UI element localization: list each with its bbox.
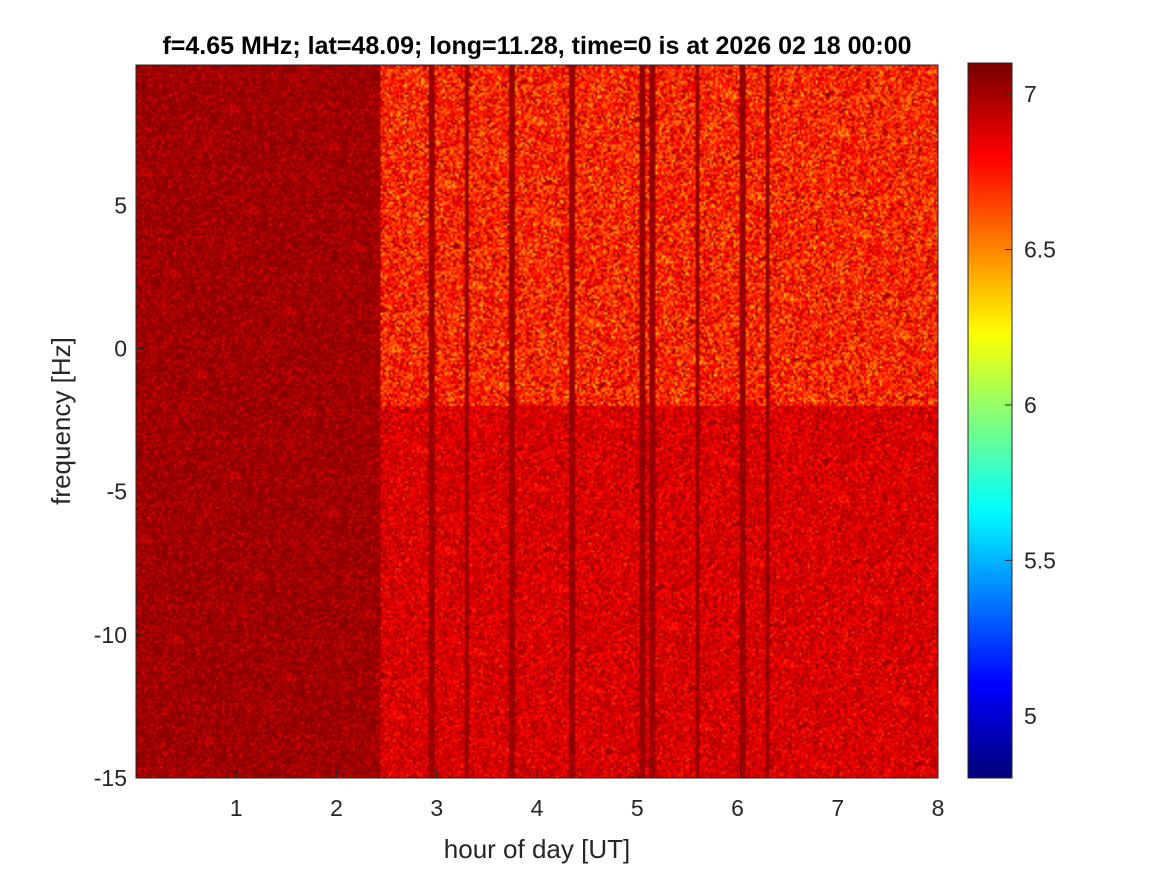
y-tick-label: -5 xyxy=(107,479,127,505)
colorbar: 7 6.5 6 5.5 5 xyxy=(967,62,1056,779)
x-tick-label: 4 xyxy=(531,795,544,821)
colorbar-tick-label: 7 xyxy=(1024,81,1037,107)
y-tick-label: -15 xyxy=(94,765,127,791)
colorbar-tick-label: 5.5 xyxy=(1024,547,1056,573)
x-tick-label: 6 xyxy=(731,795,744,821)
x-tick-label: 2 xyxy=(330,795,343,821)
x-tick-label: 1 xyxy=(230,795,243,821)
colorbar-frame xyxy=(967,62,1013,779)
y-tick-label: 0 xyxy=(114,335,127,361)
colorbar-tick-label: 6 xyxy=(1024,392,1037,418)
x-tick-label: 8 xyxy=(932,795,945,821)
y-tick-label: 5 xyxy=(114,192,127,218)
x-tick-label: 7 xyxy=(831,795,844,821)
colorbar-ticks: 7 6.5 6 5.5 5 xyxy=(1005,81,1056,729)
x-tick-label: 5 xyxy=(631,795,644,821)
y-axis-label: frequency [Hz] xyxy=(46,337,76,505)
plot-area xyxy=(135,64,939,779)
colorbar-gradient xyxy=(968,63,1012,778)
x-tick-label: 3 xyxy=(430,795,443,821)
chart-title: f=4.65 MHz; lat=48.09; long=11.28, time=… xyxy=(162,32,911,60)
y-axis: 5 0 -5 -10 -15 xyxy=(94,192,144,791)
x-axis: 1 2 3 4 5 6 7 8 xyxy=(230,770,945,821)
x-axis-label: hour of day [UT] xyxy=(444,834,630,864)
colorbar-tick-label: 5 xyxy=(1024,703,1037,729)
colorbar-tick-label: 6.5 xyxy=(1024,237,1056,263)
heatmap-image xyxy=(136,65,938,778)
y-tick-label: -10 xyxy=(94,622,127,648)
